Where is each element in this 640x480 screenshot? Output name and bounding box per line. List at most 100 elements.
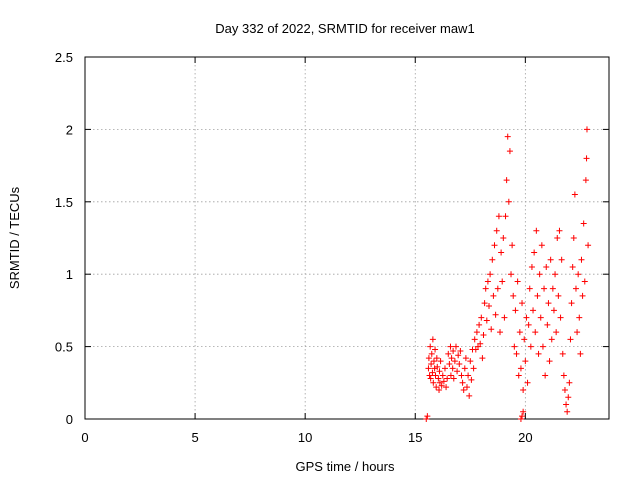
data-point — [455, 352, 462, 359]
data-point — [471, 336, 478, 343]
data-point — [430, 379, 437, 386]
data-point — [457, 347, 464, 354]
data-point — [532, 329, 539, 336]
data-point — [436, 387, 443, 394]
data-point — [433, 355, 440, 362]
data-point — [560, 372, 567, 379]
data-point — [553, 329, 560, 336]
data-point — [487, 271, 494, 278]
data-point — [510, 292, 517, 299]
y-tick-label: 1.5 — [55, 195, 73, 210]
data-point — [571, 191, 578, 198]
data-point — [519, 413, 526, 420]
data-point — [495, 213, 502, 220]
data-point — [524, 379, 531, 386]
data-point — [583, 126, 590, 133]
data-point — [498, 249, 505, 256]
data-point — [554, 235, 561, 241]
data-point — [488, 326, 495, 333]
data-point — [424, 413, 431, 420]
data-point — [481, 300, 488, 307]
data-point — [461, 365, 468, 372]
y-tick-label: 0.5 — [55, 340, 73, 355]
data-point — [502, 213, 509, 220]
data-point — [435, 375, 442, 382]
data-point — [451, 358, 458, 365]
grid-layer — [85, 57, 609, 419]
data-point — [448, 355, 455, 362]
data-point — [516, 329, 523, 336]
data-point — [450, 375, 457, 382]
data-point — [468, 376, 475, 383]
data-point — [497, 329, 504, 336]
y-axis-label: SRMTID / TECUs — [7, 186, 22, 289]
data-point — [545, 300, 552, 307]
data-point — [454, 368, 461, 375]
data-point — [579, 292, 586, 299]
x-tick-label: 20 — [518, 430, 532, 445]
data-point — [535, 350, 542, 357]
y-tick-label: 1 — [66, 267, 73, 282]
data-point — [555, 292, 562, 299]
data-point — [569, 263, 576, 270]
y-tick-label: 2.5 — [55, 50, 73, 65]
data-point — [501, 314, 508, 321]
data-point — [482, 285, 489, 292]
data-point — [429, 369, 436, 376]
data-point — [522, 358, 529, 365]
data-point — [509, 242, 516, 249]
data-point — [504, 133, 511, 140]
data-point — [557, 314, 564, 321]
data-point — [484, 278, 491, 285]
data-point — [561, 387, 568, 394]
data-point — [500, 235, 507, 241]
data-point — [517, 416, 524, 422]
tick-layer — [84, 56, 609, 420]
data-point — [432, 372, 439, 379]
data-point — [548, 336, 555, 343]
data-point — [515, 372, 522, 379]
data-point — [456, 360, 463, 367]
data-point — [429, 336, 436, 343]
x-tick-labels: 0 5 10 15 20 — [81, 430, 532, 445]
data-point — [466, 392, 473, 399]
data-point — [513, 350, 520, 357]
data-point — [576, 314, 583, 321]
data-point — [570, 235, 577, 241]
data-point — [470, 365, 477, 372]
data-point — [423, 416, 430, 422]
data-point — [479, 355, 486, 362]
data-point — [441, 365, 448, 372]
plot-frame — [84, 56, 610, 420]
data-point — [434, 363, 441, 370]
data-point — [534, 292, 541, 299]
data-point — [520, 408, 527, 415]
data-point — [492, 311, 499, 318]
data-point — [572, 285, 579, 292]
data-point — [550, 307, 557, 314]
data-point — [525, 321, 532, 328]
data-point — [578, 256, 585, 263]
data-point — [556, 227, 563, 234]
data-point — [431, 365, 438, 372]
data-point — [520, 387, 527, 394]
data-point — [512, 307, 519, 314]
data-point — [491, 242, 498, 249]
data-point — [547, 256, 554, 263]
data-point — [538, 242, 545, 249]
data-point — [559, 350, 566, 357]
data-point — [447, 372, 454, 379]
data-point — [558, 256, 565, 263]
data-point — [425, 365, 432, 372]
data-point — [486, 303, 493, 310]
data-point — [462, 355, 469, 362]
data-point — [465, 372, 472, 379]
data-point — [447, 343, 454, 350]
data-point — [493, 227, 500, 234]
data-point — [517, 365, 524, 372]
data-point — [499, 278, 506, 285]
data-point — [427, 375, 434, 382]
data-point — [432, 346, 439, 353]
data-point — [438, 382, 445, 389]
